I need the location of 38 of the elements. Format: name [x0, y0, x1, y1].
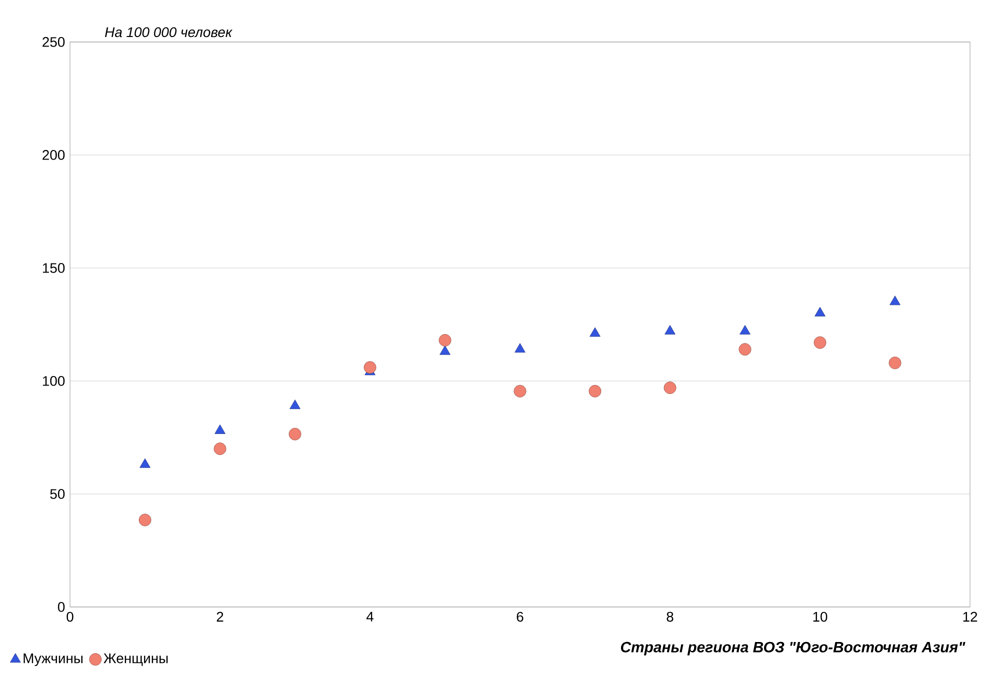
- point: [138, 514, 152, 526]
- x-tick-label: 4: [366, 612, 374, 622]
- y-tick-label: 200: [42, 150, 65, 160]
- x-tick-label: 2: [216, 612, 224, 622]
- point: [364, 361, 376, 374]
- point: [814, 306, 826, 316]
- x-axis-title: Страны региона ВОЗ "Юго-Восточная Азия": [620, 642, 966, 656]
- legend-label: Женщины: [104, 654, 168, 666]
- point: [214, 424, 226, 434]
- point: [814, 336, 826, 349]
- x-tick-label: 0: [66, 612, 74, 622]
- y-axis-title: На 100 000 человек: [104, 27, 232, 38]
- y-tick-label: 100: [42, 376, 65, 386]
- x-tick-label: 6: [516, 612, 524, 622]
- point: [664, 382, 676, 394]
- point: [514, 384, 526, 398]
- point: [890, 296, 900, 306]
- point: [214, 442, 226, 455]
- point: [738, 343, 752, 356]
- point: [514, 343, 526, 353]
- point: [588, 384, 602, 398]
- y-tick-label: 0: [58, 602, 65, 612]
- point: [438, 334, 452, 347]
- point: [740, 325, 750, 334]
- point: [440, 345, 450, 355]
- y-tick-label: 50: [50, 489, 65, 499]
- point: [288, 428, 302, 440]
- x-tick-label: 12: [963, 612, 978, 622]
- point: [590, 327, 600, 337]
- point: [664, 325, 676, 334]
- point: [888, 356, 902, 370]
- y-tick-label: 250: [42, 37, 65, 47]
- point: [290, 400, 300, 410]
- legend-label: Мужчины: [24, 654, 82, 666]
- x-tick-label: 8: [666, 612, 674, 622]
- x-tick-label: 10: [813, 612, 828, 622]
- y-tick-label: 150: [42, 263, 65, 273]
- point: [140, 458, 150, 468]
